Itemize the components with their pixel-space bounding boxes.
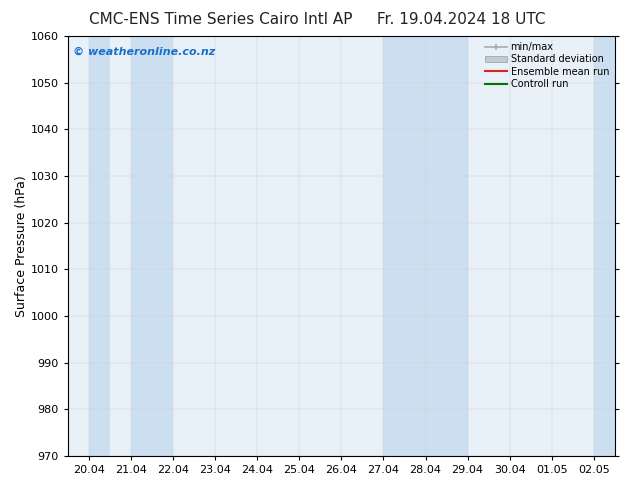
Bar: [384, 36, 468, 456]
Bar: [131, 36, 173, 456]
Text: CMC-ENS Time Series Cairo Intl AP     Fr. 19.04.2024 18 UTC: CMC-ENS Time Series Cairo Intl AP Fr. 19…: [89, 12, 545, 27]
Bar: [89, 36, 110, 456]
Text: © weatheronline.co.nz: © weatheronline.co.nz: [74, 47, 216, 57]
Y-axis label: Surface Pressure (hPa): Surface Pressure (hPa): [15, 175, 28, 317]
Bar: [594, 36, 634, 456]
Legend: min/max, Standard deviation, Ensemble mean run, Controll run: min/max, Standard deviation, Ensemble me…: [481, 38, 613, 93]
